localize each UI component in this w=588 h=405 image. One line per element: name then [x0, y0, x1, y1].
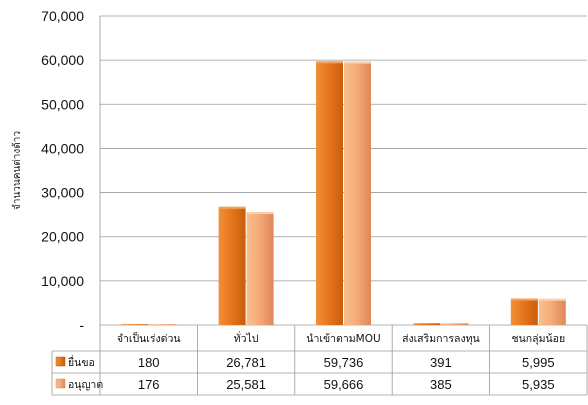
- bar-top-highlight: [218, 206, 246, 209]
- category-label: นำเข้าตามMOU: [306, 333, 380, 345]
- bar-top-highlight: [510, 298, 538, 301]
- data-label: 5,935: [522, 377, 555, 392]
- bar-approved: [441, 323, 469, 325]
- data-table: จำเป็นเร่งด่วน ทั่วไป นำเข้าตามMOU ส่งเสริม…: [51, 325, 588, 396]
- data-label: 176: [138, 377, 160, 392]
- y-tick-label: 50,000: [41, 96, 84, 112]
- data-label: 391: [430, 355, 452, 370]
- data-label: 5,995: [522, 355, 555, 370]
- series-name: อนุญาต: [68, 379, 103, 391]
- bar-requested: [316, 61, 343, 325]
- bar-top-highlight: [246, 212, 274, 215]
- y-tick-label: 60,000: [41, 52, 84, 68]
- y-axis-ticks: - 10,000 20,000 30,000 40,000 50,000 60,000 70,…: [41, 8, 84, 333]
- data-label: 59,666: [324, 377, 364, 392]
- bar-approved: [149, 324, 177, 325]
- y-tick-label: 20,000: [41, 229, 84, 245]
- data-label: 180: [138, 355, 160, 370]
- y-tick-label: 40,000: [41, 140, 84, 156]
- data-label: 385: [430, 377, 452, 392]
- legend-swatch: [55, 356, 66, 367]
- bar-requested: [510, 298, 538, 325]
- y-tick-label: 70,000: [41, 8, 84, 24]
- series-name: ยื่นขอ: [68, 355, 95, 369]
- category-label: ชนกลุ่มน้อย: [511, 333, 565, 345]
- bars: [121, 61, 566, 326]
- y-tick-label: -: [79, 317, 84, 333]
- category-label: ส่งเสริมการลงทุน: [402, 333, 480, 345]
- bar-approved: [344, 61, 371, 326]
- bar-requested: [413, 323, 441, 325]
- bar-top-highlight: [316, 61, 343, 64]
- category-label: ทั่วไป: [234, 331, 259, 345]
- data-label: 59,736: [324, 355, 364, 370]
- data-label: 25,581: [226, 377, 266, 392]
- legend-swatch: [55, 378, 66, 389]
- bar-approved: [246, 212, 274, 325]
- data-label: 26,781: [226, 355, 266, 370]
- bar-top-highlight: [344, 61, 371, 64]
- y-tick-label: 10,000: [41, 273, 84, 289]
- bar-top-highlight: [538, 298, 566, 301]
- bar-requested: [218, 206, 246, 325]
- bar-requested: [121, 324, 149, 325]
- y-tick-label: 30,000: [41, 185, 84, 201]
- gridlines: [99, 15, 587, 326]
- category-label: จำเป็นเร่งด่วน: [117, 331, 181, 345]
- bar-approved: [538, 298, 566, 325]
- y-axis-label: จำนวนคนต่างด้าว: [11, 131, 23, 210]
